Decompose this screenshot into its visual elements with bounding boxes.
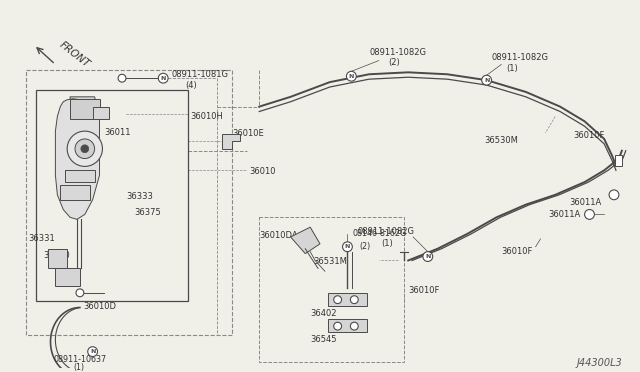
Text: N: N — [90, 349, 95, 354]
Text: N: N — [425, 254, 431, 259]
Text: N: N — [349, 74, 354, 79]
Text: (2): (2) — [388, 58, 401, 67]
Polygon shape — [56, 99, 99, 219]
Circle shape — [118, 74, 126, 82]
Polygon shape — [222, 134, 239, 149]
Polygon shape — [291, 227, 320, 254]
Circle shape — [76, 289, 84, 297]
Text: 08911-1081G: 08911-1081G — [171, 70, 228, 79]
Text: 36010H: 36010H — [191, 112, 223, 121]
Bar — [26, 70, 232, 335]
Text: (1): (1) — [381, 239, 394, 248]
Polygon shape — [328, 319, 367, 332]
Circle shape — [350, 322, 358, 330]
Text: 36531M: 36531M — [313, 257, 347, 266]
Circle shape — [158, 73, 168, 83]
Text: J44300L3: J44300L3 — [577, 359, 623, 369]
Polygon shape — [65, 170, 95, 182]
Polygon shape — [328, 293, 367, 305]
Circle shape — [67, 131, 102, 166]
Text: 36010F: 36010F — [573, 131, 604, 140]
Text: 36331: 36331 — [28, 234, 54, 243]
Text: 36010DA: 36010DA — [259, 231, 298, 240]
Text: 36011: 36011 — [104, 128, 131, 137]
Text: FRONT: FRONT — [58, 40, 92, 70]
Text: 36402: 36402 — [310, 310, 337, 318]
Circle shape — [423, 252, 433, 262]
Text: (1): (1) — [506, 64, 518, 73]
Text: 36010F: 36010F — [408, 286, 440, 295]
Text: 36545: 36545 — [310, 335, 337, 344]
Text: N: N — [484, 78, 490, 83]
Polygon shape — [47, 249, 67, 268]
Circle shape — [346, 71, 356, 81]
Polygon shape — [70, 97, 99, 116]
Circle shape — [81, 145, 89, 153]
Text: (2): (2) — [359, 242, 371, 251]
Text: 08911-1082G: 08911-1082G — [357, 227, 414, 236]
Text: (4): (4) — [186, 81, 198, 90]
Polygon shape — [60, 185, 90, 200]
Circle shape — [482, 75, 492, 85]
Circle shape — [333, 296, 342, 304]
Bar — [36, 90, 188, 301]
Circle shape — [350, 296, 358, 304]
Text: N: N — [345, 244, 350, 249]
Text: 08911-1082G: 08911-1082G — [492, 53, 548, 62]
Circle shape — [609, 190, 619, 200]
Text: 36330: 36330 — [44, 251, 70, 260]
Circle shape — [75, 139, 95, 158]
Text: 36011A: 36011A — [569, 198, 601, 207]
Text: (1): (1) — [73, 363, 84, 372]
Text: 36010F: 36010F — [501, 247, 532, 256]
Text: 36375: 36375 — [134, 208, 161, 217]
Polygon shape — [56, 268, 80, 286]
Text: 36010E: 36010E — [232, 129, 264, 138]
Circle shape — [88, 347, 97, 356]
Circle shape — [333, 322, 342, 330]
Text: 36530M: 36530M — [484, 136, 518, 145]
Text: 08911-10637: 08911-10637 — [54, 355, 107, 363]
Bar — [616, 155, 622, 166]
Text: 36333: 36333 — [126, 192, 153, 201]
Text: 36010D: 36010D — [83, 302, 116, 311]
Text: 08911-1082G: 08911-1082G — [369, 48, 426, 57]
Bar — [259, 217, 404, 362]
Polygon shape — [70, 99, 99, 119]
Circle shape — [342, 242, 353, 252]
Text: 36011A: 36011A — [548, 209, 580, 218]
Text: N: N — [161, 76, 166, 81]
Text: 08146-8162G: 08146-8162G — [353, 229, 406, 238]
Polygon shape — [93, 107, 109, 119]
Text: 36010: 36010 — [250, 167, 276, 176]
Circle shape — [584, 209, 595, 219]
